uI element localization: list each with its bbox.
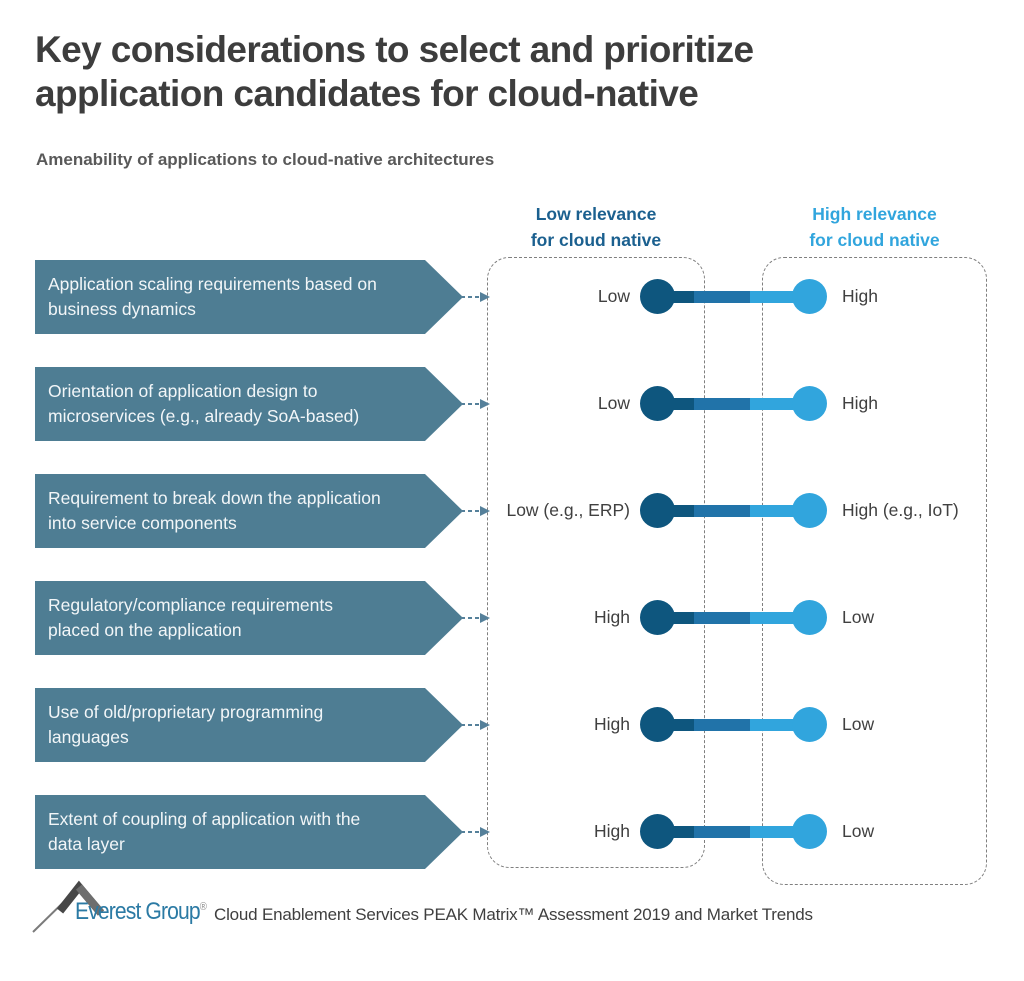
scale-bar-dark-segment [657,826,694,838]
left-scale-value: High [594,821,630,841]
scale-bar-mid-segment [694,398,750,410]
scale-bar-dark-segment [657,719,694,731]
everest-group-mountain-icon [32,880,105,933]
consideration-arrow-band: Orientation of application design to mic… [35,367,463,441]
high-relevance-dot [792,814,827,849]
scale-bar-mid-segment [694,505,750,517]
left-scale-value: High [594,714,630,734]
left-scale-value: High [594,607,630,627]
scale-bar-dark-segment [657,291,694,303]
consideration-row: Use of old/proprietary programming langu… [0,688,1024,762]
right-scale-value: High [842,393,878,413]
dashed-arrow-icon [461,720,490,730]
consideration-row: Application scaling requirements based o… [0,260,1024,334]
right-scale-value: Low [842,607,875,627]
consideration-label: Extent of coupling of application with t… [48,809,361,854]
right-scale-value: Low [842,714,875,734]
registered-mark: ® [199,901,207,913]
consideration-label: Orientation of application design to mic… [48,381,360,426]
left-scale-value: Low (e.g., ERP) [506,500,630,520]
right-scale-value: High [842,286,878,306]
scale-bar-mid-segment [694,291,750,303]
scale-bar-mid-segment [694,826,750,838]
consideration-row: Regulatory/compliance requirements place… [0,581,1024,655]
scale-bar-dark-segment [657,398,694,410]
consideration-arrow-band: Requirement to break down the applicatio… [35,474,463,548]
dashed-arrow-icon [461,827,490,837]
consideration-arrow-band: Use of old/proprietary programming langu… [35,688,463,762]
right-scale-value: Low [842,821,875,841]
scale-bar-dark-segment [657,612,694,624]
left-scale-value: Low [597,393,630,413]
high-relevance-dot [792,386,827,421]
high-relevance-column-header: High relevance for cloud native [809,204,940,251]
high-relevance-dashed-box [762,257,987,885]
page-subtitle: Amenability of applications to cloud-nat… [36,150,495,169]
dashed-arrow-icon [461,292,490,302]
consideration-label: Requirement to break down the applicatio… [48,488,381,533]
rows-container: Application scaling requirements based o… [0,260,1024,902]
consideration-arrow-band: Extent of coupling of application with t… [35,795,463,869]
right-scale-value: High (e.g., IoT) [842,500,959,520]
dashed-arrow-icon [461,613,490,623]
consideration-label: Regulatory/compliance requirements place… [48,595,333,640]
high-relevance-dot [792,600,827,635]
dashed-arrow-icon [461,399,490,409]
left-scale-value: Low [597,286,630,306]
consideration-arrow-band: Application scaling requirements based o… [35,260,463,334]
everest-group-logo-text: Everest Group® [75,898,207,926]
low-relevance-dashed-box [487,257,705,868]
dashed-arrow-icon [461,506,490,516]
consideration-label: Application scaling requirements based o… [48,274,377,319]
logo-wordmark: Everest Group [75,898,201,925]
high-relevance-dot [792,279,827,314]
consideration-row: Extent of coupling of application with t… [0,795,1024,869]
source-attribution-text: Cloud Enablement Services PEAK Matrix™ A… [214,905,813,924]
scale-bar-mid-segment [694,612,750,624]
consideration-arrow-band: Regulatory/compliance requirements place… [35,581,463,655]
scale-bar-mid-segment [694,719,750,731]
consideration-row: Requirement to break down the applicatio… [0,474,1024,548]
high-relevance-dot [792,493,827,528]
consideration-label: Use of old/proprietary programming langu… [48,702,324,747]
page-title: Key considerations to select and priorit… [35,29,754,115]
high-relevance-dot [792,707,827,742]
consideration-row: Orientation of application design to mic… [0,367,1024,441]
low-relevance-column-header: Low relevance for cloud native [530,204,662,251]
footer: Everest Group® Cloud Enablement Services… [30,878,1010,940]
scale-bar-dark-segment [657,505,694,517]
